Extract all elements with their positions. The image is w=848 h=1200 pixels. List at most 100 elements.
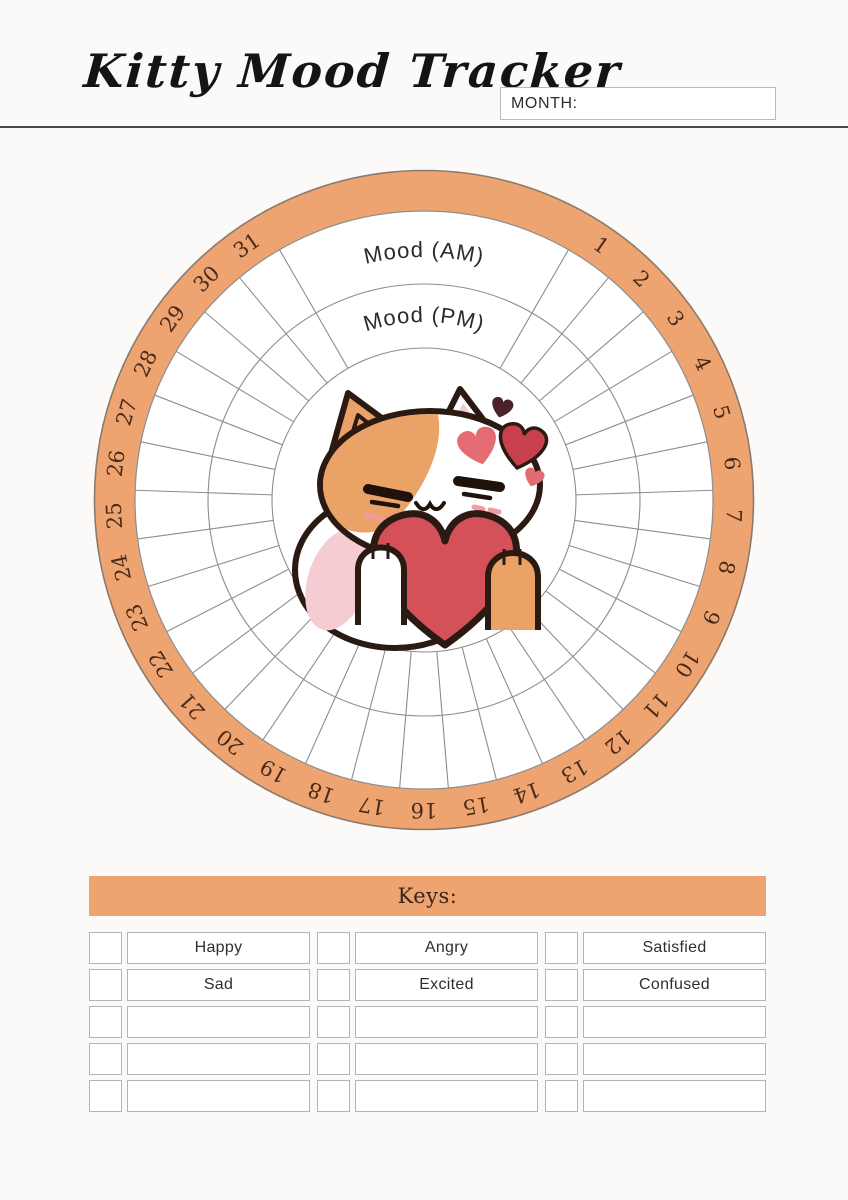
key-item: Happy <box>89 932 310 964</box>
cat-eye-right <box>453 476 505 492</box>
segment-line <box>175 350 294 423</box>
day-number: 17 <box>357 792 387 820</box>
segment-line <box>399 651 412 789</box>
key-symbol-box[interactable] <box>317 1043 350 1075</box>
mood-wheel: 1 2 3 4 5 6 7 8 9 10 11 12 13 14 15 16 17 18 19 20 21 22 23 24 2… <box>93 169 755 831</box>
heart-icon-pink <box>457 426 496 465</box>
key-label-box[interactable] <box>355 1006 538 1038</box>
segment-line <box>572 441 708 470</box>
heart-icon-crimson <box>498 422 549 470</box>
cat-paw-left-toes <box>371 543 390 559</box>
key-label-box[interactable]: Angry <box>355 932 538 964</box>
key-symbol-box[interactable] <box>545 969 578 1001</box>
key-label-text: Sad <box>203 976 234 993</box>
key-symbol-box[interactable] <box>545 1006 578 1038</box>
segment-line <box>565 394 694 446</box>
cat-illustration <box>292 386 549 651</box>
key-item <box>89 1006 310 1038</box>
key-label-box[interactable] <box>127 1080 310 1112</box>
cat-paw-right-toes <box>502 549 522 565</box>
day-number: 25 <box>102 502 127 530</box>
key-label-box[interactable]: Sad <box>127 969 310 1001</box>
segment-line <box>166 568 289 633</box>
key-symbol-box[interactable] <box>89 1006 122 1038</box>
key-label-box[interactable] <box>127 1043 310 1075</box>
cat-eye-left-line <box>369 499 401 509</box>
key-item <box>317 1006 538 1038</box>
header-divider <box>0 126 848 128</box>
key-label-text: Confused <box>639 976 710 993</box>
key-symbol-box[interactable] <box>545 1080 578 1112</box>
month-input[interactable]: MONTH: <box>500 87 776 120</box>
heart-icon-small-dark <box>492 396 514 418</box>
segment-line <box>538 311 644 402</box>
key-label-box[interactable] <box>355 1080 538 1112</box>
key-label-text: Excited <box>419 976 474 993</box>
key-label-box[interactable] <box>583 1080 766 1112</box>
key-label-box[interactable] <box>127 1006 310 1038</box>
keys-banner: Keys: <box>89 876 766 916</box>
segment-line <box>351 647 387 780</box>
segment-line <box>140 441 276 470</box>
key-symbol-box[interactable] <box>317 1080 350 1112</box>
segment-line <box>559 568 682 633</box>
segment-line <box>154 394 283 446</box>
segment-line <box>135 489 273 496</box>
key-label-box[interactable]: Confused <box>583 969 766 1001</box>
segment-line <box>436 651 449 789</box>
segment-line <box>204 311 310 402</box>
key-label-text: Happy <box>194 939 243 956</box>
cat-eye-right-line <box>461 491 493 501</box>
key-symbol-box[interactable] <box>545 932 578 964</box>
segment-line <box>520 277 609 384</box>
key-symbol-box[interactable] <box>545 1043 578 1075</box>
cat-paw-right <box>485 550 541 630</box>
key-item: Satisfied <box>545 932 766 964</box>
key-item <box>89 1080 310 1112</box>
key-symbol-box[interactable] <box>317 969 350 1001</box>
day-number: 7 <box>721 508 746 523</box>
cat-blush-right <box>471 504 502 515</box>
segment-line <box>508 625 586 741</box>
wheel-segment-lines <box>135 249 713 789</box>
segment-line <box>574 519 711 540</box>
key-symbol-box[interactable] <box>89 932 122 964</box>
segment-line <box>224 609 320 710</box>
key-item: Excited <box>317 969 538 1001</box>
key-item <box>317 1080 538 1112</box>
segment-line <box>461 647 497 780</box>
key-symbol-box[interactable] <box>317 932 350 964</box>
segment-line <box>568 544 700 588</box>
key-item: Angry <box>317 932 538 964</box>
segment-line <box>192 590 303 674</box>
key-item <box>317 1043 538 1075</box>
key-symbol-box[interactable] <box>89 1043 122 1075</box>
key-label-text: Angry <box>424 939 469 956</box>
key-symbol-box[interactable] <box>89 1080 122 1112</box>
key-label-box[interactable]: Excited <box>355 969 538 1001</box>
cat-eye-left <box>363 484 413 502</box>
key-item <box>545 1080 766 1112</box>
segment-line <box>554 350 673 423</box>
keys-legend: Happy Angry Satisfied Sad Excited Confused <box>89 932 766 1112</box>
keys-title: Keys: <box>397 884 458 908</box>
key-symbol-box[interactable] <box>317 1006 350 1038</box>
key-label-box[interactable]: Happy <box>127 932 310 964</box>
key-label-box[interactable]: Satisfied <box>583 932 766 964</box>
day-number: 8 <box>713 558 739 576</box>
key-label-box[interactable] <box>583 1006 766 1038</box>
key-label-box[interactable] <box>583 1043 766 1075</box>
segment-line <box>137 519 274 540</box>
cat-paw-left <box>355 544 407 625</box>
key-symbol-box[interactable] <box>89 969 122 1001</box>
key-label-box[interactable] <box>355 1043 538 1075</box>
key-item: Confused <box>545 969 766 1001</box>
key-label-text: Satisfied <box>642 939 707 956</box>
key-item <box>545 1043 766 1075</box>
segment-line <box>148 544 280 588</box>
day-number: 15 <box>461 792 491 820</box>
heart-icon-tiny-pink <box>525 467 545 487</box>
segment-line <box>528 609 624 710</box>
day-number: 5 <box>708 402 735 422</box>
key-item <box>89 1043 310 1075</box>
